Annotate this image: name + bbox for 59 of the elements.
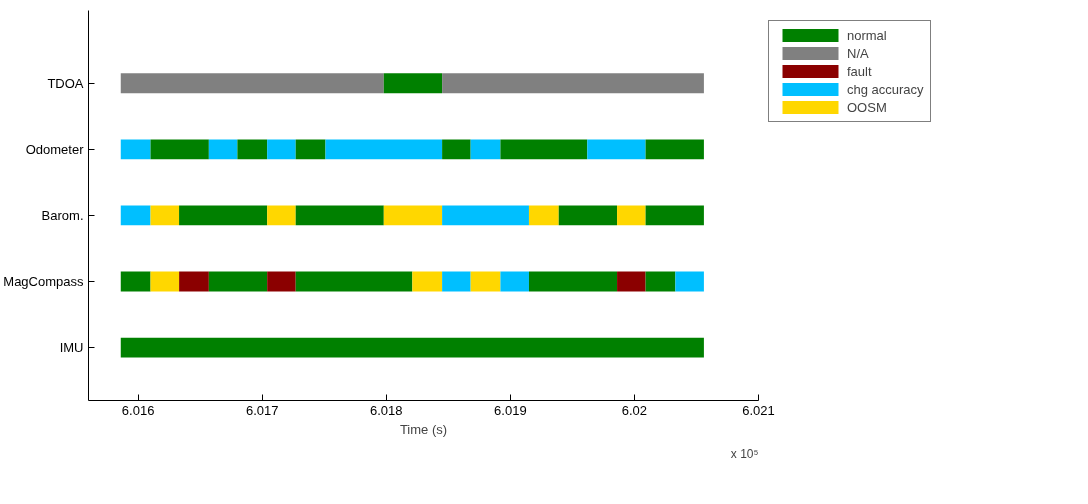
bar — [267, 271, 296, 292]
x-tick-label: 6.017 — [245, 402, 279, 418]
legend-label: normal — [847, 27, 887, 43]
bar — [295, 205, 384, 226]
x-tick-label: 6.018 — [370, 402, 403, 418]
bar — [120, 139, 151, 160]
bar — [500, 139, 588, 160]
bar — [470, 271, 501, 292]
bar — [150, 271, 180, 292]
bar — [295, 139, 326, 160]
bar — [208, 139, 238, 160]
bar — [179, 271, 209, 292]
bar — [325, 139, 443, 160]
bar — [208, 271, 268, 292]
bar — [442, 271, 471, 292]
x-axis-title: Time (s) — [399, 421, 448, 437]
bar — [120, 337, 704, 358]
bar — [617, 205, 646, 226]
x-tick-label: 6.02 — [621, 402, 648, 418]
x-tick-label: 6.019 — [494, 402, 527, 418]
bar — [442, 139, 471, 160]
bar — [645, 139, 704, 160]
bar — [442, 73, 704, 94]
bar — [558, 205, 618, 226]
bar — [412, 271, 443, 292]
y-tick-label: Odometer — [25, 141, 85, 157]
bar — [267, 205, 296, 226]
bar — [442, 205, 529, 226]
bar — [120, 205, 151, 226]
y-tick-label: Barom. — [41, 207, 84, 223]
bar — [383, 205, 443, 226]
bar — [645, 271, 676, 292]
bar — [267, 139, 296, 160]
legend-label: chg accuracy — [847, 81, 924, 97]
bar — [675, 271, 704, 292]
bar — [295, 271, 413, 292]
bar — [617, 271, 646, 292]
bar — [120, 271, 151, 292]
y-tick-label: IMU — [59, 340, 84, 356]
legend-label: fault — [847, 63, 872, 79]
bar — [150, 139, 209, 160]
legend-label: N/A — [847, 45, 869, 61]
bar — [470, 139, 501, 160]
bar — [645, 205, 704, 226]
x-tick-label: 6.016 — [121, 402, 155, 418]
bar — [587, 139, 646, 160]
bar — [383, 73, 443, 94]
bar — [120, 73, 384, 94]
bar — [237, 139, 268, 160]
bar — [500, 271, 529, 292]
legend-label: OOSM — [847, 99, 887, 115]
x-tick-label: 6.021 — [742, 402, 775, 418]
bar — [528, 205, 559, 226]
y-tick-label: TDOA — [47, 75, 84, 91]
bar — [179, 205, 268, 226]
text: x 10⁵ — [730, 446, 759, 461]
bar — [150, 205, 180, 226]
bar — [528, 271, 618, 292]
y-tick-label: MagCompass — [3, 274, 84, 290]
